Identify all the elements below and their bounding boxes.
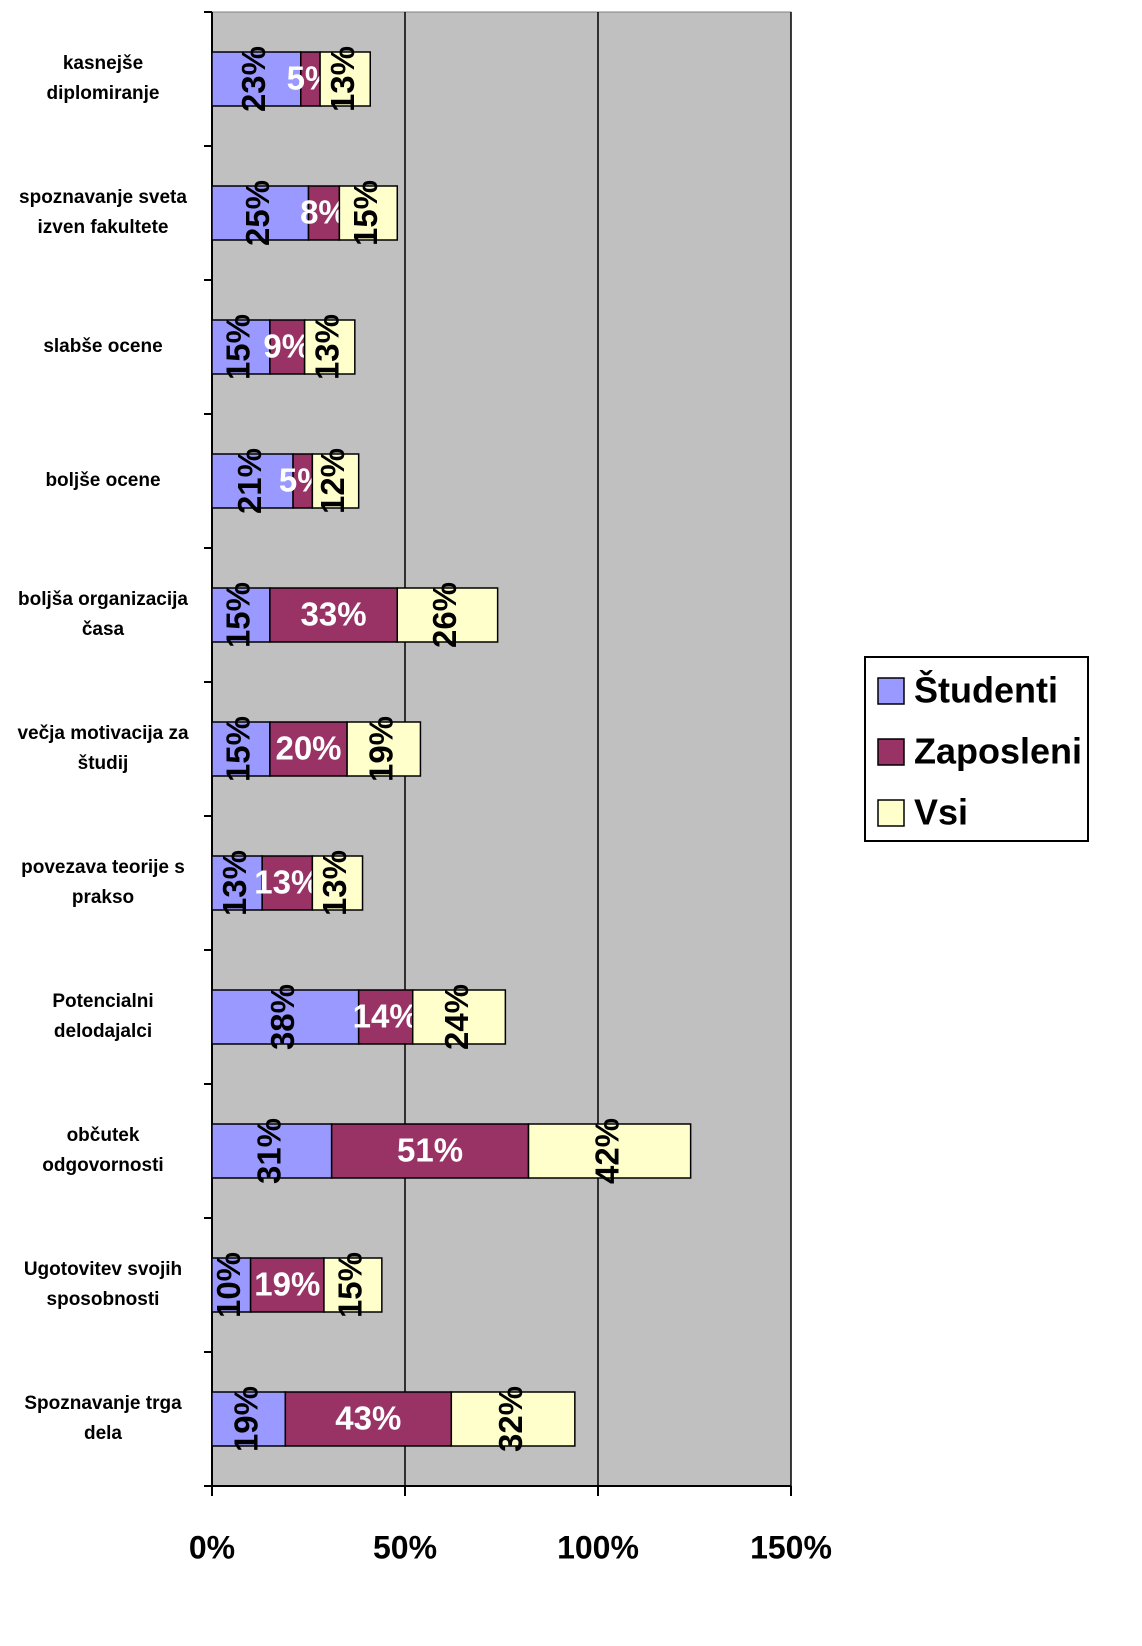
x-tick-label: 0% <box>189 1529 235 1565</box>
data-label: 51% <box>397 1132 463 1169</box>
data-label: 13% <box>324 46 361 112</box>
data-label: 26% <box>426 582 463 648</box>
data-label: 32% <box>492 1386 529 1452</box>
bar-segment <box>211 185 310 241</box>
bar-segment <box>269 587 399 643</box>
data-label: 15% <box>347 180 384 246</box>
data-label: 19% <box>254 1266 320 1303</box>
x-tick-label: 150% <box>750 1529 832 1565</box>
category-label: boljše ocene <box>45 470 161 491</box>
bar-segment <box>411 989 507 1045</box>
data-label: 25% <box>239 180 276 246</box>
data-label: 13% <box>254 864 320 901</box>
bar-segment <box>319 51 372 107</box>
category-label: večja motivacija za študij <box>17 723 189 774</box>
data-label: 42% <box>588 1118 625 1184</box>
data-label: 15% <box>220 716 257 782</box>
bar-segment <box>527 1123 692 1179</box>
bar-segment <box>211 453 294 509</box>
bar-segment <box>249 1257 325 1313</box>
category-label: občutek odgovornosti <box>42 1125 164 1176</box>
data-label: 10% <box>210 1252 247 1318</box>
data-label: 14% <box>353 998 419 1035</box>
bar-segment <box>330 1123 530 1179</box>
category-label: Ugotovitev svojih sposobnosti <box>23 1259 183 1310</box>
data-label: 21% <box>231 448 268 514</box>
data-label: 23% <box>235 46 272 112</box>
category-label: boljša organizacija časa <box>18 589 188 640</box>
data-label: 15% <box>220 314 257 380</box>
legend-swatch <box>877 738 905 766</box>
legend-label: Študenti <box>914 669 1058 711</box>
x-tick-label: 100% <box>557 1529 639 1565</box>
data-label: 15% <box>332 1252 369 1318</box>
bar-segment <box>311 453 360 509</box>
data-label: 38% <box>264 984 301 1050</box>
bar-segment <box>269 319 306 375</box>
bar-segment <box>323 1257 383 1313</box>
data-label: 15% <box>220 582 257 648</box>
bar-segment <box>338 185 399 241</box>
data-label: 33% <box>301 596 367 633</box>
data-label: 43% <box>335 1400 401 1437</box>
data-label: 13% <box>308 314 345 380</box>
category-label: spoznavanje sveta izven fakultete <box>19 187 187 238</box>
category-label: slabše ocene <box>43 336 163 357</box>
legend-label: Vsi <box>914 792 968 833</box>
data-label: 19% <box>362 716 399 782</box>
bar-segment <box>269 721 348 777</box>
bar-segment <box>396 587 499 643</box>
data-label: 19% <box>227 1386 264 1452</box>
bar-segment <box>311 855 364 911</box>
legend-label: Zaposleni <box>914 731 1082 772</box>
bar-segment <box>211 721 271 777</box>
data-label: 20% <box>275 730 341 767</box>
bar-segment <box>450 1391 576 1447</box>
bar-segment <box>211 1391 287 1447</box>
legend-swatch <box>877 799 905 827</box>
bar-segment <box>211 587 271 643</box>
data-label: 13% <box>316 850 353 916</box>
bar-segment <box>284 1391 453 1447</box>
x-tick-label: 50% <box>373 1529 437 1565</box>
bar-segment <box>211 989 360 1045</box>
bar-segment <box>211 855 263 911</box>
legend-swatch <box>877 677 905 705</box>
data-label: 24% <box>438 984 475 1050</box>
data-label: 9% <box>263 328 311 365</box>
data-label: 12% <box>314 448 351 514</box>
data-label: 31% <box>251 1118 288 1184</box>
bar-segment <box>303 319 356 375</box>
bar-segment <box>211 1257 252 1313</box>
category-label: kasnejše diplomiranje <box>46 53 160 104</box>
data-label: 13% <box>216 850 253 916</box>
category-label: Spoznavanje trga dela <box>24 1393 182 1444</box>
category-label: Potencialni delodajalci <box>52 991 154 1042</box>
bar-segment <box>346 721 422 777</box>
category-label: povezava teorije s prakso <box>21 857 185 908</box>
